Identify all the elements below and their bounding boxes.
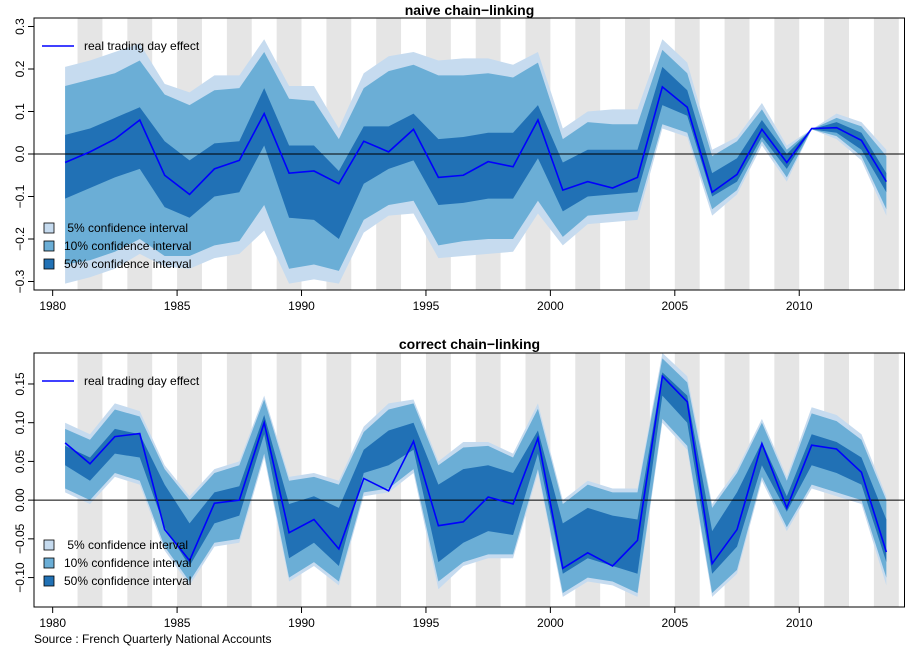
legend-band-swatch-2: [43, 258, 55, 270]
y-tick-label: −0.10: [13, 562, 27, 593]
chart-title: correct chain−linking: [399, 336, 540, 352]
x-tick-label: 1990: [288, 299, 315, 313]
x-tick-label: 1980: [39, 616, 66, 630]
y-tick-label: 0.05: [13, 449, 27, 473]
plot-area: [34, 353, 905, 607]
band-2: [65, 66, 887, 239]
legend-band-label-2: 50% confidence interval: [64, 574, 191, 588]
y-tick-label: 0.1: [13, 103, 27, 120]
legend-band-label-0: 5% confidence interval: [64, 538, 188, 552]
x-tick-label: 1980: [39, 299, 66, 313]
y-tick-label: −0.2: [13, 227, 27, 251]
x-tick-label: 1985: [164, 616, 191, 630]
legend-band-swatch-1: [43, 240, 55, 252]
legend-line-label: real trading day effect: [84, 39, 200, 53]
legend-band-swatch-2: [43, 575, 55, 587]
x-tick-label: 1995: [413, 299, 440, 313]
plot-area: [34, 18, 905, 290]
x-tick-label: 2005: [661, 299, 688, 313]
panel-correct-chain-linking: correct chain−linking 1980 1985 1990 1995 200…: [13, 336, 905, 630]
band-2: [65, 372, 887, 574]
legend-line-label: real trading day effect: [84, 374, 200, 388]
y-tick-label: 0.2: [13, 60, 27, 77]
x-tick-label: 1995: [413, 616, 440, 630]
y-tick-label: −0.05: [13, 523, 27, 554]
y-tick-label: 0.15: [13, 372, 27, 396]
legend-band-label-2: 50% confidence interval: [64, 257, 191, 271]
y-tick-label: 0.3: [13, 18, 27, 35]
legend-band-swatch-1: [43, 557, 55, 569]
x-tick-label: 2010: [786, 616, 813, 630]
y-tick-label: 0.00: [13, 488, 27, 512]
y-tick-label: 0.0: [13, 145, 27, 162]
source-note: Source : French Quarterly National Accou…: [34, 632, 272, 646]
x-tick-label: 2005: [661, 616, 688, 630]
legend-band-label-0: 5% confidence interval: [64, 221, 188, 235]
series-line-0: [64, 374, 888, 570]
y-tick-label: −0.3: [13, 269, 27, 293]
x-tick-label: 1990: [288, 616, 315, 630]
legend-band-label-1: 10% confidence interval: [64, 556, 191, 570]
panel-naive-chain-linking: naive chain−linking 1980 1985 1990 1995 2000 2…: [13, 2, 905, 313]
x-tick-label: 2000: [537, 616, 564, 630]
series-line-0: [64, 85, 888, 196]
legend-band-swatch-0: [43, 222, 55, 234]
chart-title: naive chain−linking: [405, 2, 535, 18]
x-tick-label: 2010: [786, 299, 813, 313]
x-tick-label: 1985: [164, 299, 191, 313]
legend-band-label-1: 10% confidence interval: [64, 239, 191, 253]
x-tick-label: 2000: [537, 299, 564, 313]
y-tick-label: 0.10: [13, 411, 27, 435]
legend-band-swatch-0: [43, 539, 55, 551]
y-tick-label: −0.1: [13, 184, 27, 208]
